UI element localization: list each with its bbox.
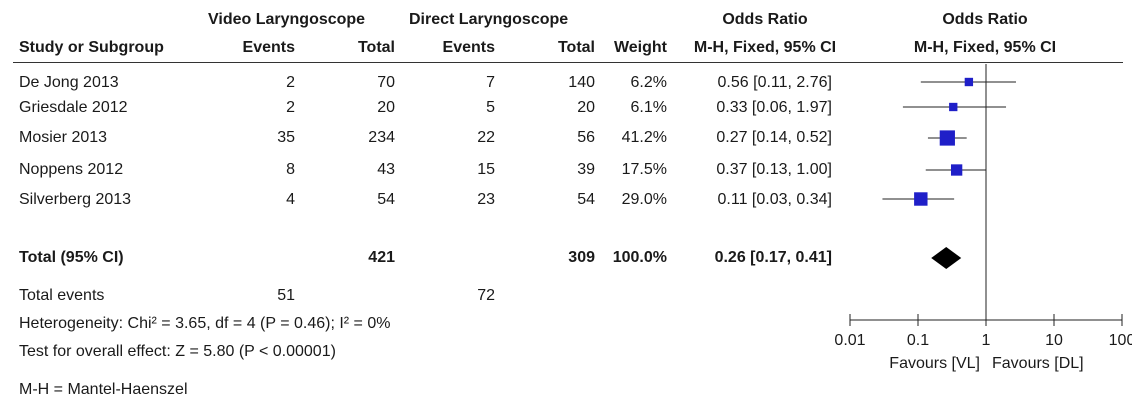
dl-total: 56 (577, 129, 595, 146)
x-tick-label-3: 10 (1045, 332, 1063, 349)
vl-total: 234 (368, 129, 395, 146)
study-marker-2 (939, 130, 955, 146)
dl-events: 5 (486, 99, 495, 116)
forest-plot-marks: 0.01 0.1 1 10 100 Favours [VL] Favours [DL] (834, 64, 1132, 372)
col-study: Study or Subgroup (19, 39, 164, 56)
weight: 6.2% (630, 74, 667, 91)
total-weight: 100.0% (612, 249, 667, 266)
total-label: Total (95% CI) (19, 249, 124, 266)
col-weight: Weight (613, 39, 667, 56)
col-or-method-plot: M-H, Fixed, 95% CI (913, 39, 1057, 56)
x-tick-label-1: 0.1 (907, 332, 929, 349)
dl-total: 54 (577, 191, 595, 208)
study-name: Griesdale 2012 (19, 99, 128, 116)
total-dl: 309 (568, 249, 595, 266)
vl-total: 54 (377, 191, 395, 208)
dl-events: 15 (477, 161, 495, 178)
x-tick-label-0: 0.01 (834, 332, 865, 349)
weight: 41.2% (621, 129, 667, 146)
or-text: 0.27 [0.14, 0.52] (716, 129, 832, 146)
col-vl-events: Events (242, 39, 295, 56)
pooled-diamond (931, 247, 962, 269)
x-tick-label-2: 1 (982, 332, 991, 349)
x-tick-label-4: 100 (1109, 332, 1132, 349)
dl-events: 7 (486, 74, 495, 91)
study-name: Noppens 2012 (19, 161, 124, 178)
dl-total: 39 (577, 161, 595, 178)
vl-events: 8 (286, 161, 295, 178)
study-marker-3 (950, 164, 963, 176)
dl-events: 23 (477, 191, 495, 208)
study-marker-1 (949, 102, 958, 112)
or-text: 0.11 [0.03, 0.34] (717, 191, 832, 208)
study-marker-4 (914, 192, 928, 206)
col-dl-events: Events (442, 39, 495, 56)
vl-total: 20 (377, 99, 395, 116)
study-name: De Jong 2013 (19, 74, 119, 91)
dl-total: 140 (568, 74, 595, 91)
vl-total: 43 (377, 161, 395, 178)
or-text: 0.56 [0.11, 2.76] (717, 74, 832, 91)
or-title-plot: Odds Ratio (942, 11, 1028, 28)
study-marker-0 (964, 77, 974, 87)
weight: 29.0% (621, 191, 667, 208)
study-name: Mosier 2013 (19, 129, 108, 146)
x-label-left: Favours [VL] (889, 355, 980, 372)
header-underline (13, 62, 1123, 63)
footnote: M-H = Mantel-Haenszel (19, 381, 188, 398)
x-label-right: Favours [DL] (992, 355, 1084, 372)
total-events-label: Total events (19, 287, 105, 304)
or-text: 0.33 [0.06, 1.97] (716, 99, 832, 116)
dl-total: 20 (577, 99, 595, 116)
vl-events: 2 (286, 74, 295, 91)
vl-events: 4 (286, 191, 295, 208)
or-title-table: Odds Ratio (722, 11, 808, 28)
study-name: Silverberg 2013 (19, 191, 132, 208)
overall-effect-text: Test for overall effect: Z = 5.80 (P < 0… (19, 343, 336, 360)
group-header-vl: Video Laryngoscope (208, 11, 366, 28)
col-or-method-table: M-H, Fixed, 95% CI (693, 39, 837, 56)
col-vl-total: Total (357, 39, 395, 56)
vl-events: 2 (286, 99, 295, 116)
weight: 6.1% (630, 99, 667, 116)
vl-total: 70 (377, 74, 395, 91)
col-dl-total: Total (557, 39, 595, 56)
total-events-vl: 51 (277, 287, 295, 304)
or-text: 0.37 [0.13, 1.00] (716, 161, 832, 178)
heterogeneity-text: Heterogeneity: Chi² = 3.65, df = 4 (P = … (19, 315, 391, 332)
vl-events: 35 (277, 129, 295, 146)
total-or-text: 0.26 [0.17, 0.41] (714, 249, 832, 266)
dl-events: 22 (477, 129, 495, 146)
total-events-dl: 72 (477, 287, 495, 304)
weight: 17.5% (621, 161, 667, 178)
group-header-dl: Direct Laryngoscope (409, 11, 569, 28)
total-vl: 421 (368, 249, 395, 266)
